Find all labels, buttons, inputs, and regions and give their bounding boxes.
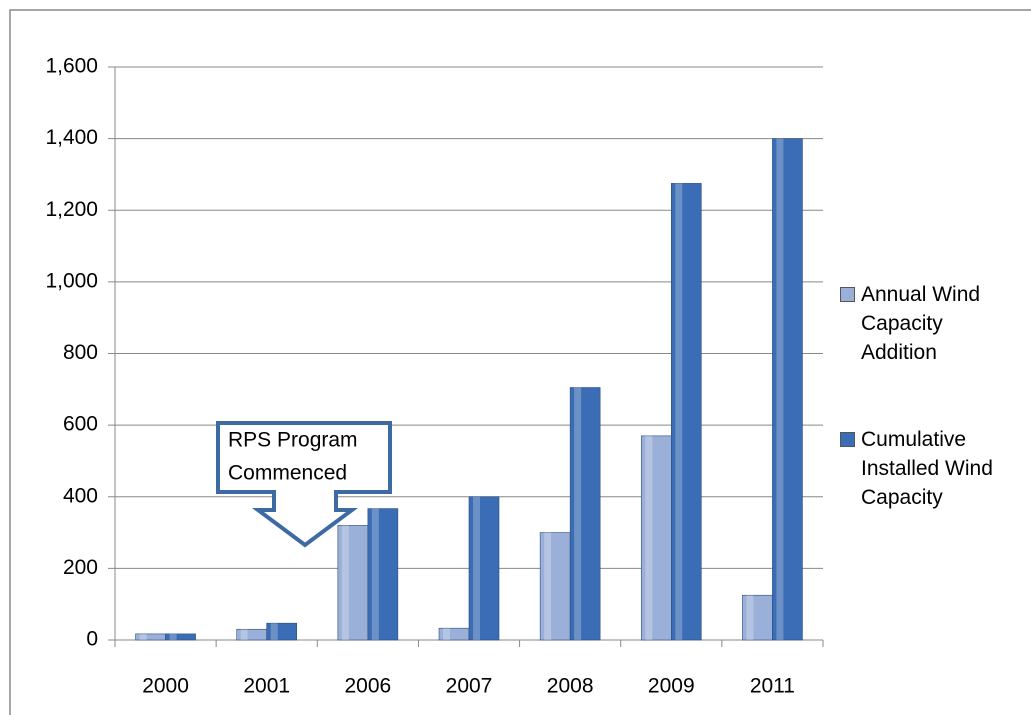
bar [367,508,399,641]
bar-highlight [443,628,450,640]
bar-highlight [776,138,784,640]
bar [539,532,571,641]
y-tick-label: 200 [63,556,98,579]
legend-item: Cumulative Installed Wind Capacity [840,425,1030,512]
bar-highlight [675,183,683,640]
bar [337,525,369,641]
x-tick-label: 2011 [750,675,795,698]
bar-highlight [371,508,379,640]
y-tick-label: 1,200 [45,198,98,221]
x-tick-label: 2008 [547,675,594,698]
x-tick-label: 2001 [243,675,290,698]
legend-swatch [840,432,855,447]
y-tick-label: 1,400 [45,126,98,149]
y-tick-label: 0 [86,628,98,651]
bar-highlight [473,496,480,640]
bar-highlight [169,633,177,640]
x-tick-label: 2009 [648,675,695,698]
bar [569,387,601,641]
bar [468,496,500,641]
legend-swatch [840,287,855,302]
bar [165,633,196,641]
bar [266,622,298,641]
bar [670,183,702,641]
x-tick-label: 2006 [344,675,391,698]
bar [772,138,803,641]
bar-highlight [139,633,147,640]
callout [216,421,392,548]
y-tick-label: 800 [63,341,98,364]
chart-border [9,9,1031,715]
bar-highlight [270,623,278,640]
bar-highlight [240,629,248,640]
bar-highlight [746,595,754,640]
bar-highlight [574,387,582,640]
y-tick-label: 1,600 [45,55,98,78]
y-tick-label: 600 [63,413,98,436]
legend-item: Annual Wind Capacity Addition [840,280,1030,367]
bar-highlight [544,532,552,640]
y-tick-label: 400 [63,484,98,507]
annotation: RPS Program [228,429,358,452]
y-tick-label: 1,000 [45,269,98,292]
legend-label: Cumulative Installed Wind Capacity [861,428,993,509]
x-tick-label: 2000 [142,675,189,698]
bar-highlight [645,435,653,640]
bar [640,435,672,641]
legend-label: Annual Wind Capacity Addition [861,283,981,364]
bar-highlight [341,525,349,640]
annotation: Commenced [228,462,347,485]
x-tick-label: 2007 [446,675,493,698]
